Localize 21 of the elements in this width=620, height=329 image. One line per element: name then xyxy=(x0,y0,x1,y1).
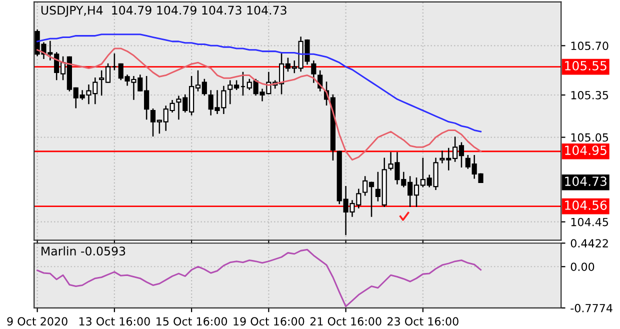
x-tick-label: 15 Oct 16:00 xyxy=(156,317,228,326)
candlestick xyxy=(311,60,316,83)
y-tick-label: 105.35 xyxy=(571,90,608,100)
x-tick-label: 13 Oct 16:00 xyxy=(79,317,150,326)
text: 104.73 xyxy=(565,176,606,186)
x-tick-label: 19 Oct 16:00 xyxy=(234,317,304,326)
x-tick-label: 23 Oct 16:00 xyxy=(388,317,458,326)
x-tick-label: 9 Oct 2020 xyxy=(7,317,68,326)
y-tick-label: 105.05 xyxy=(571,133,608,142)
ref-line-label: 104.56 xyxy=(565,200,607,210)
chart-title: Marlin -0.0593 xyxy=(42,246,126,256)
line-series xyxy=(36,34,482,132)
y-tick-label: -0.7774 xyxy=(570,304,612,312)
ref-line-label: 104.95 xyxy=(565,146,606,155)
y-tick-label: 105.70 xyxy=(571,42,608,50)
y-tick-label: 0.4422 xyxy=(570,239,608,248)
y-tick-label: 0.00 xyxy=(570,262,594,272)
chart-title: USDJPY,H4 104.79 104.79 104.73 104.73 xyxy=(41,6,286,17)
ref-line-label: 105.55 xyxy=(565,60,606,70)
y-tick-label: 104.45 xyxy=(571,218,608,226)
x-tick-label: 21 Oct 16:00 xyxy=(310,317,382,326)
